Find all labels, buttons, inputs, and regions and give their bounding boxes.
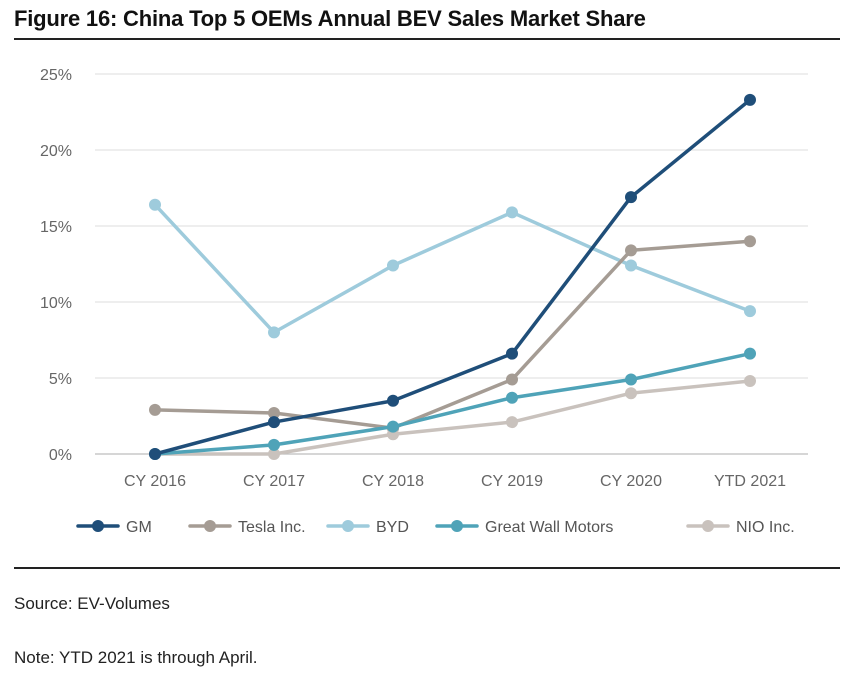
legend-label: NIO Inc. [736, 519, 795, 536]
data-point [506, 347, 518, 360]
data-point [506, 391, 518, 404]
series-line [153, 98, 752, 456]
legend-item: Tesla Inc. [188, 519, 306, 536]
y-tick-label: 20% [40, 143, 72, 160]
legend-item: BYD [326, 519, 409, 536]
legend-item: Great Wall Motors [435, 519, 613, 536]
data-point [625, 191, 637, 204]
series-line [153, 202, 752, 335]
data-point [625, 387, 637, 400]
series-line [153, 351, 752, 456]
gridlines [95, 73, 808, 455]
y-tick-label: 0% [49, 447, 72, 464]
chart-title: Figure 16: China Top 5 OEMs Annual BEV S… [14, 6, 646, 31]
series-line [153, 379, 752, 456]
x-tick-label: CY 2016 [124, 473, 186, 490]
series-gm [149, 93, 756, 460]
y-tick-label: 5% [49, 371, 72, 388]
data-point [387, 420, 399, 433]
legend-swatch-marker [204, 520, 216, 532]
y-tick-label: 25% [40, 67, 72, 84]
data-point [744, 305, 756, 318]
legend-swatch-marker [342, 520, 354, 532]
legend: GM Tesla Inc. BYD Great Wall Motors NIO Inc. [76, 519, 795, 536]
legend-swatch-marker [702, 520, 714, 532]
x-tick-label: CY 2018 [362, 473, 424, 490]
legend-item: GM [76, 519, 152, 536]
x-tick-label: YTD 2021 [714, 473, 786, 490]
y-tick-label: 15% [40, 219, 72, 236]
data-point [625, 373, 637, 386]
data-point [744, 235, 756, 248]
data-point [149, 198, 161, 211]
data-point [625, 244, 637, 257]
data-point [506, 416, 518, 429]
legend-label: GM [126, 519, 152, 536]
market-share-line-chart: 0%5%10%15%20%25% CY 2016 CY 2017 CY 2018 CY… [40, 67, 808, 536]
x-tick-label: CY 2019 [481, 473, 543, 490]
data-point [149, 448, 161, 460]
data-point [149, 403, 161, 416]
x-tick-label: CY 2020 [600, 473, 662, 490]
title-divider [14, 38, 840, 40]
y-axis-ticks: 0% 5% 10% 15% 20% 25% [40, 67, 72, 464]
x-tick-label: CY 2017 [243, 473, 305, 490]
data-point [268, 406, 280, 419]
data-point [387, 259, 399, 272]
data-point [268, 326, 280, 339]
data-point [625, 259, 637, 272]
y-tick-label: 10% [40, 295, 72, 312]
legend-item: NIO Inc. [686, 519, 795, 536]
source-note: Source: EV-Volumes [14, 594, 170, 613]
data-point [744, 375, 756, 388]
data-point [268, 416, 280, 429]
data-point [744, 93, 756, 106]
legend-label: BYD [376, 519, 409, 536]
data-point [268, 448, 280, 460]
legend-swatch-marker [451, 520, 463, 532]
data-point [744, 347, 756, 360]
legend-swatch-marker [92, 520, 104, 532]
data-point [506, 373, 518, 386]
footer-divider [14, 567, 840, 569]
data-point [506, 206, 518, 219]
data-point [387, 394, 399, 407]
series-byd [149, 198, 756, 339]
legend-label: Great Wall Motors [485, 519, 613, 536]
x-axis-ticks: CY 2016 CY 2017 CY 2018 CY 2019 CY 2020 YTD 2… [124, 473, 786, 490]
series-tesla-inc- [149, 235, 756, 435]
footnote: Note: YTD 2021 is through April. [14, 648, 258, 667]
series-lines [149, 93, 756, 460]
legend-label: Tesla Inc. [238, 519, 306, 536]
data-point [268, 438, 280, 451]
series-line [153, 239, 752, 430]
